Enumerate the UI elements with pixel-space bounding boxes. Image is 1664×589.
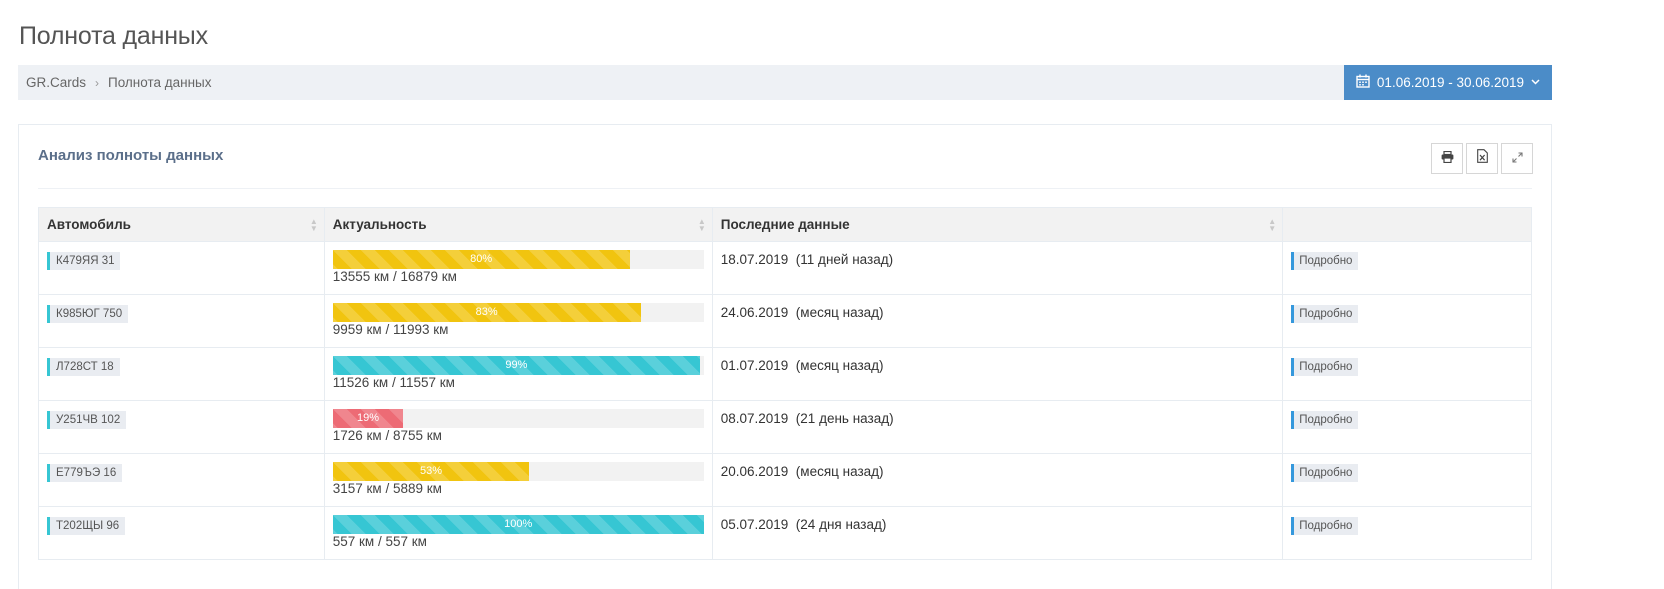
excel-icon bbox=[1476, 149, 1488, 168]
fullscreen-button[interactable] bbox=[1501, 143, 1533, 174]
table-row: К985ЮГ 750 83% 9959 км / 11993 км 24.06.… bbox=[38, 294, 1532, 348]
mileage-text: 1726 км / 8755 км bbox=[332, 428, 442, 443]
progress-track: 80% bbox=[332, 250, 704, 269]
progress-bar: 80% bbox=[332, 250, 630, 269]
vehicle-cell: Е779ЪЭ 16 bbox=[38, 453, 325, 507]
completeness-table: Автомобиль ▲ ▼ Актуальность ▲ ▼ Последние да… bbox=[38, 207, 1532, 560]
vehicle-cell: К985ЮГ 750 bbox=[38, 294, 325, 348]
actions-cell: Подробно bbox=[1282, 294, 1532, 348]
actuality-cell: 80% 13555 км / 16879 км bbox=[323, 241, 713, 295]
last-data-cell: 05.07.2019 (24 дня назад) bbox=[711, 506, 1284, 560]
last-data-text: 01.07.2019 (месяц назад) bbox=[720, 358, 884, 373]
mileage-text: 11526 км / 11557 км bbox=[332, 375, 455, 390]
data-completeness-panel: Анализ полноты данных Автомобиль ▲ ▼ Актуа… bbox=[18, 124, 1552, 589]
date-range-button[interactable]: 01.06.2019 - 30.06.2019 bbox=[1344, 65, 1552, 100]
progress-track: 53% bbox=[332, 462, 704, 481]
breadcrumb-current: Полнота данных bbox=[108, 75, 212, 90]
license-plate: К479ЯЯ 31 bbox=[47, 252, 121, 270]
progress-bar: 99% bbox=[332, 356, 701, 375]
vehicle-cell: К479ЯЯ 31 bbox=[38, 241, 325, 295]
last-data-cell: 08.07.2019 (21 день назад) bbox=[711, 400, 1284, 454]
actions-cell: Подробно bbox=[1282, 506, 1532, 560]
last-data-cell: 01.07.2019 (месяц назад) bbox=[711, 347, 1284, 401]
actions-cell: Подробно bbox=[1282, 347, 1532, 401]
breadcrumb-root-link[interactable]: GR.Cards bbox=[26, 75, 87, 90]
license-plate: К985ЮГ 750 bbox=[47, 305, 129, 323]
table-row: У251ЧВ 102 19% 1726 км / 8755 км 08.07.2… bbox=[38, 400, 1532, 454]
progress-track: 99% bbox=[332, 356, 704, 375]
mileage-text: 13555 км / 16879 км bbox=[332, 269, 457, 284]
details-button[interactable]: Подробно bbox=[1291, 464, 1359, 482]
license-plate: Л728СТ 18 bbox=[47, 358, 120, 376]
chevron-down-icon bbox=[1531, 76, 1540, 88]
column-header-label: Актуальность bbox=[332, 217, 427, 232]
last-data-cell: 20.06.2019 (месяц назад) bbox=[711, 453, 1284, 507]
print-icon bbox=[1441, 150, 1454, 168]
details-button[interactable]: Подробно bbox=[1291, 358, 1359, 376]
progress-track: 19% bbox=[332, 409, 704, 428]
date-range-label: 01.06.2019 - 30.06.2019 bbox=[1376, 75, 1525, 90]
vehicle-cell: Т202ЩЫ 96 bbox=[38, 506, 325, 560]
column-header-label: Автомобиль bbox=[47, 217, 131, 232]
details-button[interactable]: Подробно bbox=[1291, 305, 1359, 323]
last-data-text: 18.07.2019 (11 дней назад) bbox=[720, 252, 894, 267]
actions-cell: Подробно bbox=[1282, 241, 1532, 295]
fullscreen-icon bbox=[1511, 150, 1523, 168]
table-row: К479ЯЯ 31 80% 13555 км / 16879 км 18.07.… bbox=[38, 241, 1532, 295]
sort-icon: ▲ ▼ bbox=[697, 216, 706, 233]
progress-bar: 53% bbox=[332, 462, 530, 481]
mileage-text: 3157 км / 5889 км bbox=[332, 481, 442, 496]
sort-icon: ▲ ▼ bbox=[309, 216, 318, 233]
actuality-cell: 19% 1726 км / 8755 км bbox=[323, 400, 713, 454]
page-title: Полнота данных bbox=[19, 22, 208, 50]
details-button[interactable]: Подробно bbox=[1291, 517, 1359, 535]
column-header-last-data[interactable]: Последние данные ▲ ▼ bbox=[711, 207, 1284, 242]
export-excel-button[interactable] bbox=[1466, 143, 1498, 174]
actuality-cell: 99% 11526 км / 11557 км bbox=[323, 347, 713, 401]
progress-bar: 100% bbox=[332, 515, 704, 534]
details-button[interactable]: Подробно bbox=[1291, 252, 1359, 270]
last-data-text: 08.07.2019 (21 день назад) bbox=[720, 411, 894, 426]
mileage-text: 9959 км / 11993 км bbox=[332, 322, 449, 337]
progress-track: 100% bbox=[332, 515, 704, 534]
table-row: Т202ЩЫ 96 100% 557 км / 557 км 05.07.201… bbox=[38, 506, 1532, 560]
actuality-cell: 83% 9959 км / 11993 км bbox=[323, 294, 713, 348]
actions-cell: Подробно bbox=[1282, 453, 1532, 507]
column-header-actuality[interactable]: Актуальность ▲ ▼ bbox=[323, 207, 713, 242]
license-plate: У251ЧВ 102 bbox=[47, 411, 127, 429]
last-data-cell: 18.07.2019 (11 дней назад) bbox=[711, 241, 1284, 295]
column-header-label: Последние данные bbox=[720, 217, 850, 232]
chevron-right-icon: › bbox=[95, 75, 100, 90]
progress-bar: 83% bbox=[332, 303, 641, 322]
progress-track: 83% bbox=[332, 303, 704, 322]
table-header-row: Автомобиль ▲ ▼ Актуальность ▲ ▼ Последние да… bbox=[38, 207, 1532, 242]
details-button[interactable]: Подробно bbox=[1291, 411, 1359, 429]
vehicle-cell: У251ЧВ 102 bbox=[38, 400, 325, 454]
actuality-cell: 53% 3157 км / 5889 км bbox=[323, 453, 713, 507]
column-header-vehicle[interactable]: Автомобиль ▲ ▼ bbox=[38, 207, 325, 242]
license-plate: Т202ЩЫ 96 bbox=[47, 517, 126, 535]
sort-icon: ▲ ▼ bbox=[1268, 216, 1277, 233]
mileage-text: 557 км / 557 км bbox=[332, 534, 427, 549]
column-header-actions bbox=[1282, 207, 1532, 242]
progress-bar: 19% bbox=[332, 409, 404, 428]
table-row: Л728СТ 18 99% 11526 км / 11557 км 01.07.… bbox=[38, 347, 1532, 401]
last-data-text: 20.06.2019 (месяц назад) bbox=[720, 464, 884, 479]
panel-divider bbox=[38, 188, 1532, 189]
panel-tools bbox=[1431, 143, 1533, 174]
panel-title: Анализ полноты данных bbox=[38, 147, 224, 164]
license-plate: Е779ЪЭ 16 bbox=[47, 464, 123, 482]
last-data-text: 05.07.2019 (24 дня назад) bbox=[720, 517, 887, 532]
breadcrumb: GR.Cards › Полнота данных bbox=[18, 65, 1344, 100]
actions-cell: Подробно bbox=[1282, 400, 1532, 454]
actuality-cell: 100% 557 км / 557 км bbox=[323, 506, 713, 560]
calendar-icon bbox=[1356, 74, 1370, 91]
print-button[interactable] bbox=[1431, 143, 1463, 174]
last-data-cell: 24.06.2019 (месяц назад) bbox=[711, 294, 1284, 348]
vehicle-cell: Л728СТ 18 bbox=[38, 347, 325, 401]
table-row: Е779ЪЭ 16 53% 3157 км / 5889 км 20.06.20… bbox=[38, 453, 1532, 507]
last-data-text: 24.06.2019 (месяц назад) bbox=[720, 305, 884, 320]
